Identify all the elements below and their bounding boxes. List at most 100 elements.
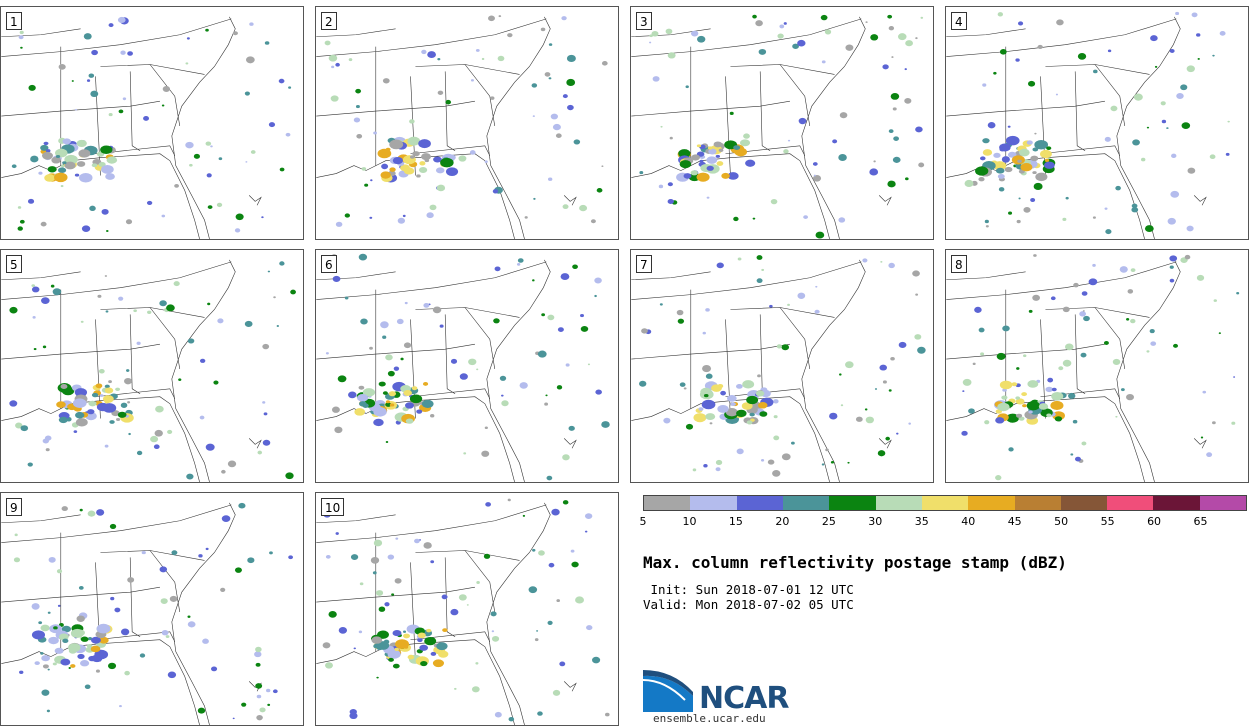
storm-cell — [1065, 196, 1069, 200]
storm-cell — [756, 255, 763, 260]
storm-cell — [1030, 155, 1039, 162]
storm-cell — [161, 214, 166, 218]
storm-cell — [91, 163, 98, 168]
storm-cell — [759, 411, 768, 417]
storm-cell — [821, 60, 826, 64]
storm-cell — [755, 390, 765, 397]
storm-cell — [387, 554, 395, 560]
storm-cell — [385, 402, 392, 407]
storm-cell — [128, 432, 131, 436]
storm-cell — [407, 136, 421, 146]
storm-cell — [773, 399, 779, 404]
storm-cell — [683, 173, 692, 179]
storm-cell — [575, 596, 584, 604]
storm-cell — [84, 684, 91, 690]
storm-cell — [127, 577, 135, 583]
storm-cell — [147, 310, 152, 314]
storm-cell — [601, 61, 608, 66]
storm-cell — [797, 292, 806, 299]
storm-cell — [1146, 126, 1150, 129]
storm-cell — [995, 417, 1005, 424]
storm-cell — [1008, 447, 1014, 452]
storm-cell — [847, 461, 850, 464]
storm-cell — [58, 416, 68, 424]
storm-cell — [285, 132, 291, 137]
storm-cell — [418, 167, 428, 173]
storm-cell — [126, 369, 130, 372]
storm-cell — [355, 88, 362, 94]
storm-cell — [79, 172, 93, 183]
storm-cell — [993, 71, 997, 75]
storm-cell — [537, 711, 543, 716]
storm-cell — [706, 165, 714, 171]
storm-cell — [358, 385, 365, 390]
storm-cell — [1054, 416, 1063, 422]
storm-cell — [975, 166, 989, 176]
storm-cell — [114, 607, 121, 613]
storm-cell — [1051, 387, 1057, 392]
storm-cell — [1103, 341, 1109, 345]
storm-cell — [105, 229, 109, 232]
storm-cell — [76, 161, 86, 167]
storm-cell — [372, 571, 377, 575]
storm-cell — [27, 198, 35, 204]
storm-cell — [1023, 354, 1027, 358]
storm-cell — [189, 163, 193, 167]
colorbar-segment — [875, 496, 922, 510]
storm-cell — [1081, 441, 1087, 446]
storm-cell — [370, 179, 373, 182]
storm-cell — [257, 450, 263, 455]
storm-cell — [458, 594, 467, 601]
storm-cell — [155, 405, 164, 413]
storm-cell — [556, 599, 560, 603]
storm-cell — [1236, 292, 1240, 295]
storm-cell — [150, 435, 159, 443]
storm-cell — [1072, 419, 1078, 424]
storm-cell — [697, 35, 706, 43]
storm-cell — [267, 703, 271, 706]
storm-cell — [337, 375, 347, 383]
storm-cell — [382, 78, 390, 84]
map-canvas — [946, 11, 1230, 239]
storm-cell — [60, 184, 64, 188]
storm-cell — [385, 354, 393, 361]
storm-cell — [891, 56, 894, 58]
storm-cell — [896, 432, 899, 435]
storm-cell — [534, 638, 539, 642]
storm-cell — [1007, 125, 1011, 128]
storm-cell — [522, 514, 526, 517]
storm-cell — [561, 16, 567, 21]
storm-cell — [1186, 225, 1194, 232]
storm-cell — [364, 183, 369, 187]
storm-cell — [285, 472, 294, 480]
storm-cell — [706, 156, 718, 164]
storm-cell — [210, 666, 218, 672]
storm-cell — [1023, 206, 1031, 213]
storm-cell — [450, 358, 458, 364]
storm-cell — [167, 429, 173, 435]
storm-cell — [262, 343, 270, 350]
storm-cell — [89, 205, 96, 212]
storm-cell — [244, 320, 253, 328]
storm-cell — [421, 49, 427, 55]
storm-cell — [388, 657, 394, 662]
storm-cell — [982, 83, 987, 87]
storm-cell — [584, 513, 593, 519]
storm-cell — [389, 403, 395, 407]
reflectivity-panel: 8 — [945, 249, 1249, 483]
storm-cell — [683, 387, 687, 390]
storm-cell — [95, 383, 103, 389]
colorbar-tick-label: 25 — [821, 515, 836, 528]
storm-cell — [255, 646, 262, 653]
storm-cell — [42, 345, 47, 349]
storm-cell — [898, 341, 907, 349]
storm-cell — [915, 37, 918, 40]
storm-cell — [537, 350, 547, 358]
storm-cell — [1008, 211, 1013, 215]
storm-cell — [373, 131, 377, 135]
storm-cell — [548, 77, 552, 80]
storm-cell — [117, 411, 127, 418]
storm-cell — [378, 381, 386, 387]
storm-cell — [421, 399, 434, 408]
storm-cell — [54, 647, 64, 654]
